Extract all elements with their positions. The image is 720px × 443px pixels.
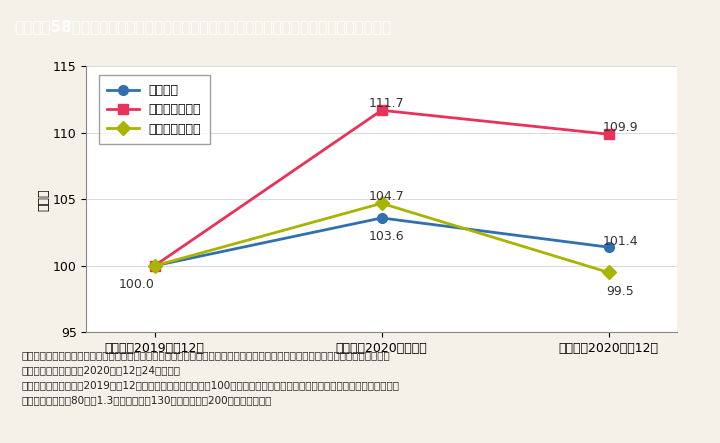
テレワーク継続	[604, 132, 613, 137]
Line: テレワーク継続: テレワーク継続	[150, 105, 613, 271]
テレワーク継続	[377, 108, 386, 113]
Text: 99.5: 99.5	[606, 284, 634, 298]
テレワーク中止	[150, 263, 159, 268]
男性全体	[377, 215, 386, 221]
Text: 100.0: 100.0	[118, 278, 154, 291]
Legend: 男性全体, テレワーク継続, テレワーク中止: 男性全体, テレワーク継続, テレワーク中止	[99, 75, 210, 144]
テレワーク中止	[604, 270, 613, 275]
Text: Ｉ－特－58図　テレワークの継続状況別　男性の家事・育児時間の変化の推移（平均値）: Ｉ－特－58図 テレワークの継続状況別 男性の家事・育児時間の変化の推移（平均値…	[14, 19, 392, 34]
Text: 103.6: 103.6	[369, 230, 404, 243]
テレワーク中止	[377, 201, 386, 206]
Line: 男性全体: 男性全体	[150, 213, 613, 271]
Text: 109.9: 109.9	[602, 121, 638, 134]
男性全体	[604, 245, 613, 250]
テレワーク継続	[150, 263, 159, 268]
男性全体	[150, 263, 159, 268]
Text: 111.7: 111.7	[369, 97, 404, 110]
Line: テレワーク中止: テレワーク中止	[150, 198, 613, 277]
Text: （備考）１．内閣府「第２回　新型コロナウイルス感染症の影響下における生活意識・行動の変化に関する調査」より引用・作成。
　　　　２．令和２（2020）年12月2: （備考）１．内閣府「第２回 新型コロナウイルス感染症の影響下における生活意識・行…	[22, 350, 400, 405]
Y-axis label: （点）: （点）	[37, 188, 50, 210]
Text: 101.4: 101.4	[602, 235, 638, 249]
Text: 104.7: 104.7	[368, 190, 404, 203]
